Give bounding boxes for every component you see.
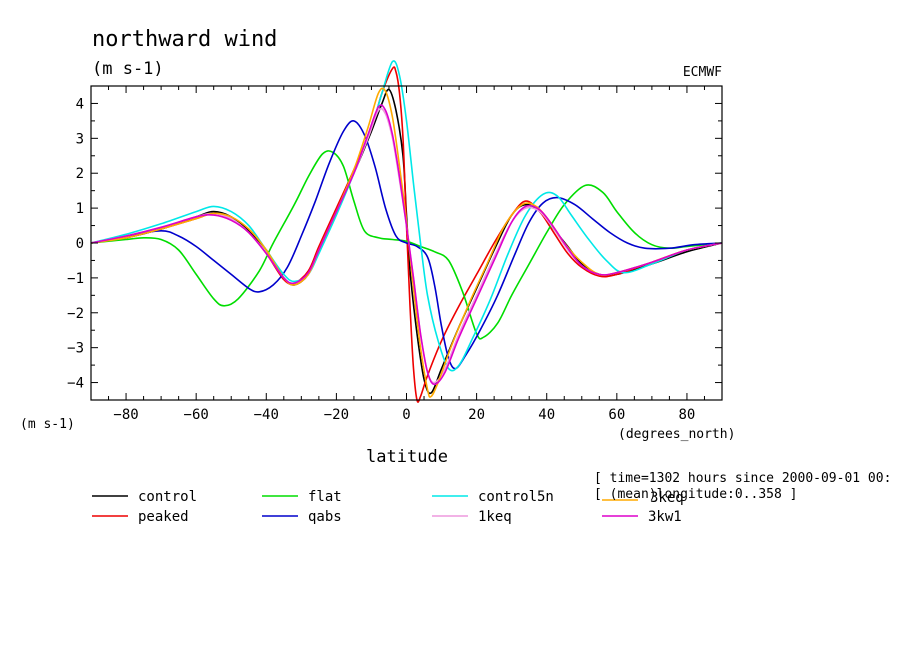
series-line-3kw1 [90,104,723,386]
x-tick-label: 20 [468,407,485,423]
x-tick-label: 60 [608,407,625,423]
legend-label-control5n: control5n [478,489,554,505]
legend-label-3kw1: 3kw1 [648,509,682,525]
x-units-label: (degrees_north) [618,427,735,442]
y-tick-label: 2 [76,166,84,182]
x-tick-label: 80 [679,407,696,423]
x-tick-label: −80 [113,407,138,423]
x-tick-label: −20 [324,407,349,423]
legend-label-qabs: qabs [308,509,342,525]
series-line-1keq [90,107,723,384]
legend-label-control: control [138,489,197,505]
y-axis: −4 −3 −2 −1 0 1 2 3 4 [67,85,722,401]
chart-subtitle: (m s-1) [92,59,164,79]
series-lines [90,60,723,403]
x-tick-label: −40 [254,407,279,423]
y-units-label: (m s-1) [20,417,75,432]
y-tick-label: 4 [76,96,84,112]
y-tick-label: 1 [76,201,84,217]
chart-title: northward wind [92,27,277,52]
y-tick-label: 3 [76,131,84,147]
series-line-qabs [90,120,723,370]
info-line-time: [ time=1302 hours since 2000-09-01 00: [594,471,891,486]
legend-label-1keq: 1keq [478,509,512,525]
x-axis-title: latitude [366,447,448,467]
x-tick-label: 0 [402,407,410,423]
y-tick-label: −1 [67,271,84,287]
y-tick-label: 0 [76,236,84,252]
y-tick-label: −2 [67,306,84,322]
x-tick-label: −60 [184,407,209,423]
legend: control peaked flat qabs control5n 1keq 3keq 3k… [92,489,684,525]
legend-label-flat: flat [308,489,342,505]
legend-label-3keq: 3keq [650,490,684,506]
x-tick-label: 40 [538,407,555,423]
x-axis: −80 −60 −40 −20 0 20 40 60 80 [90,86,723,423]
series-line-flat [90,150,723,340]
y-tick-label: −4 [67,376,84,392]
legend-label-peaked: peaked [138,509,189,525]
y-tick-label: −3 [67,341,84,357]
source-label: ECMWF [683,65,722,80]
info-line-longitude: [ (mean)longitude:0..358 ] [594,487,798,502]
series-line-control5n [90,60,723,372]
